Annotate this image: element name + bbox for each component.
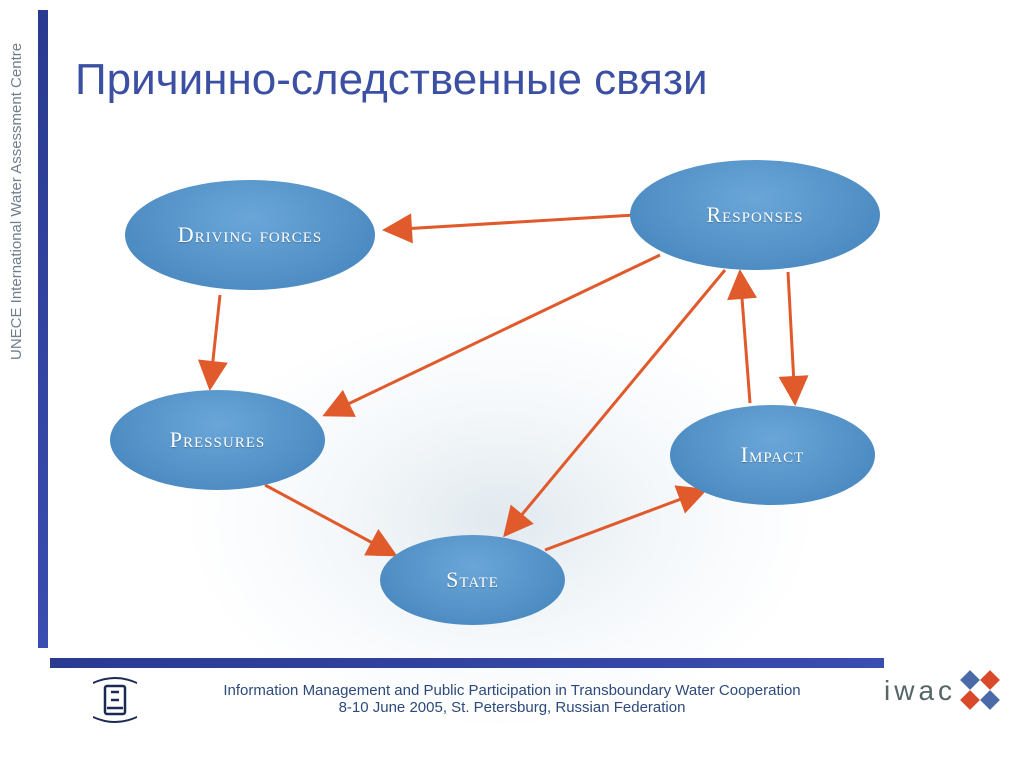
dpsir-diagram: Driving forces Responses Pressures State Imp… xyxy=(60,140,994,648)
node-responses: Responses xyxy=(630,160,880,270)
footer-logo-right-text: iwac xyxy=(884,675,956,707)
node-state: State xyxy=(380,535,565,625)
logo-square xyxy=(960,690,980,710)
node-driving: Driving forces xyxy=(125,180,375,290)
page-title: Причинно-следственные связи xyxy=(75,55,708,105)
node-impact: Impact xyxy=(670,405,875,505)
edge-responses-state xyxy=(505,270,725,535)
footer-accent-bar xyxy=(50,658,884,668)
edge-driving-pressures xyxy=(210,295,220,388)
footer-line2: 8-10 June 2005, St. Petersburg, Russian … xyxy=(0,699,1024,716)
edge-pressures-state xyxy=(265,485,395,555)
footer-logo-right: iwac xyxy=(884,666,1004,716)
left-rail: UNECE International Water Assessment Cen… xyxy=(0,0,50,768)
node-label: Responses xyxy=(696,202,813,228)
logo-square xyxy=(980,690,1000,710)
edge-responses-impact xyxy=(788,272,795,403)
footer-line1: Information Management and Public Partic… xyxy=(0,682,1024,699)
edge-impact-responses xyxy=(740,272,750,403)
logo-square xyxy=(980,670,1000,690)
rail-vertical-text: UNECE International Water Assessment Cen… xyxy=(8,43,25,360)
edge-responses-driving xyxy=(385,215,635,230)
edge-state-impact xyxy=(545,490,705,550)
footer: Information Management and Public Partic… xyxy=(0,658,1024,768)
node-pressures: Pressures xyxy=(110,390,325,490)
node-label: Pressures xyxy=(160,427,275,453)
node-label: Impact xyxy=(731,442,815,468)
node-label: State xyxy=(436,567,509,593)
rail-accent-bar xyxy=(38,10,48,648)
node-label: Driving forces xyxy=(168,222,333,248)
edge-responses-pressures xyxy=(325,255,660,415)
logo-square xyxy=(960,670,980,690)
footer-text: Information Management and Public Partic… xyxy=(0,682,1024,716)
